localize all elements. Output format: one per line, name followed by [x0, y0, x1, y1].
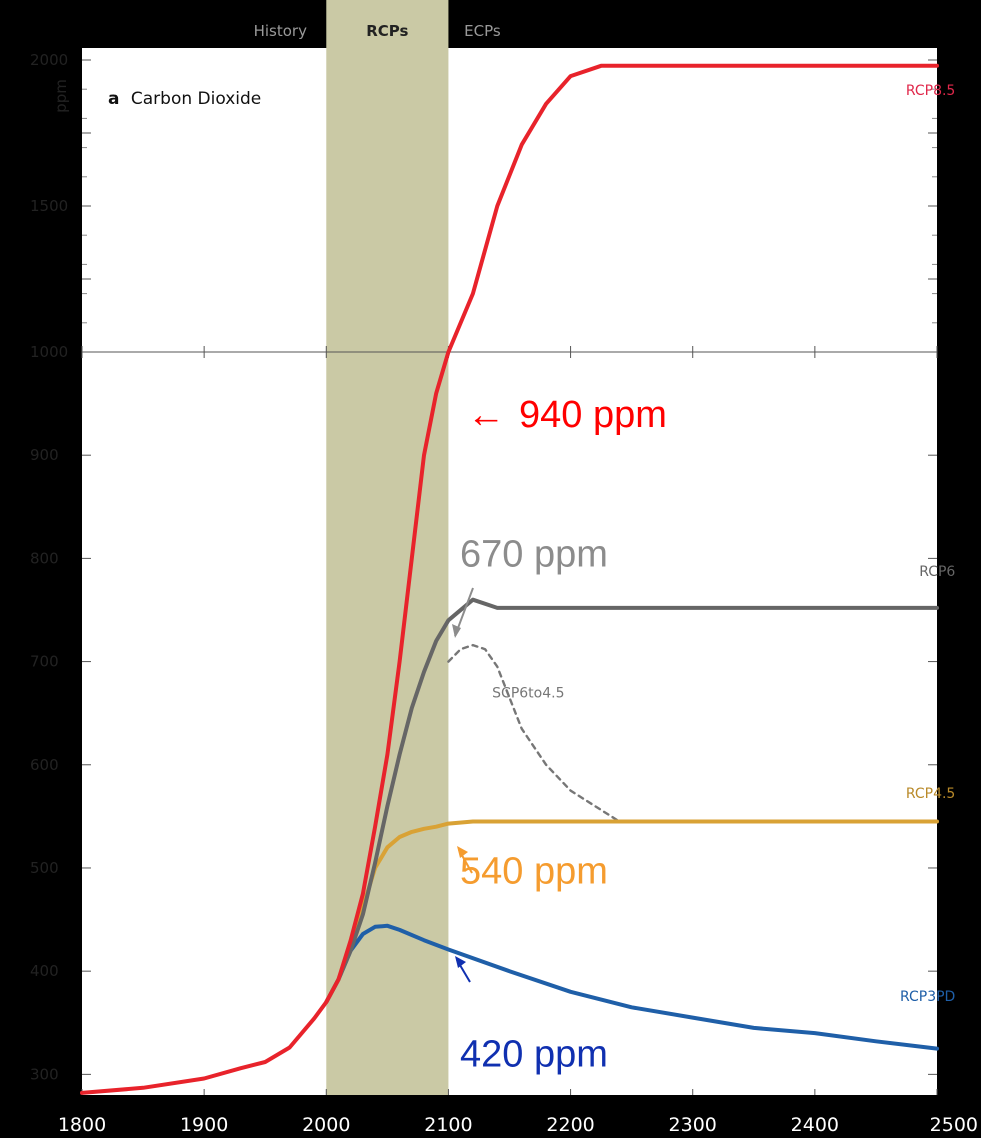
- annotation-label: 670 ppm: [460, 534, 608, 576]
- x-tick-label: 2300: [669, 1114, 717, 1136]
- period-label-history: History: [254, 22, 307, 40]
- series-label-rcp8-5: RCP8.5: [906, 83, 956, 99]
- x-tick-label: 1800: [58, 1114, 106, 1136]
- y-tick-label: 2000: [30, 51, 68, 69]
- series-label-rcp3pd: RCP3PD: [900, 989, 955, 1005]
- period-label-ecps: ECPs: [464, 22, 501, 40]
- series-label-rcp6: RCP6: [919, 564, 955, 580]
- rcp-period-band: [326, 0, 449, 1095]
- annotation-label: 540 ppm: [460, 850, 608, 892]
- series-line-rcp6: [324, 597, 939, 1005]
- period-label-rcps: RCPs: [366, 22, 408, 40]
- series-line-rcp3pd: [324, 923, 939, 1051]
- series-label-rcp4-5: RCP4.5: [906, 786, 956, 802]
- y-tick-label: 800: [30, 549, 59, 567]
- x-tick-label: 2000: [302, 1114, 350, 1136]
- y-tick-label: 400: [30, 962, 59, 980]
- plot-area: [82, 48, 937, 1095]
- y-tick-label: 300: [30, 1065, 59, 1083]
- series-line-rcp8-5: [80, 63, 939, 1095]
- y-tick-label: 1000: [30, 343, 68, 361]
- x-tick-label: 1900: [180, 1114, 228, 1136]
- annotation-layer: ← 940 ppm 670 ppm 540 ppm 420 ppm: [452, 394, 667, 1075]
- y-tick-label: 900: [30, 446, 59, 464]
- series-layer: SCP6to4.5 RCP3PD RCP4.5 RCP6 RCP8.5: [80, 63, 956, 1095]
- annotation-arrowhead: [452, 624, 461, 638]
- series-label-scp6to4-5: SCP6to4.5: [492, 686, 564, 702]
- y-tick-label: 600: [30, 756, 59, 774]
- y-tick-label: 1500: [30, 197, 68, 215]
- annotation-arrowhead: [455, 956, 466, 968]
- panel-title-text: Carbon Dioxide: [131, 89, 261, 109]
- x-tick-label: 2500: [930, 1114, 978, 1136]
- x-tick-label: 2200: [546, 1114, 594, 1136]
- y-tick-label: 500: [30, 859, 59, 877]
- y-axis-label: ppm: [52, 79, 70, 113]
- panel-letter: a: [108, 89, 119, 109]
- plot-panel: [82, 0, 937, 1095]
- x-tick-label: 2100: [424, 1114, 472, 1136]
- y-tick-label: 700: [30, 653, 59, 671]
- period-labels: History RCPs ECPs: [254, 22, 501, 40]
- x-tick-label: 2400: [791, 1114, 839, 1136]
- axis-ticks: 1800 1900 2000 2100 2200 2300 2400 2500 300 400 50…: [30, 51, 978, 1136]
- annotation-arrowhead: [457, 846, 468, 858]
- annotation-arrow: ←: [467, 394, 505, 436]
- annotation-label: 940 ppm: [519, 394, 667, 436]
- annotation-label: 420 ppm: [460, 1033, 608, 1075]
- panel-title: a Carbon Dioxide: [108, 89, 261, 109]
